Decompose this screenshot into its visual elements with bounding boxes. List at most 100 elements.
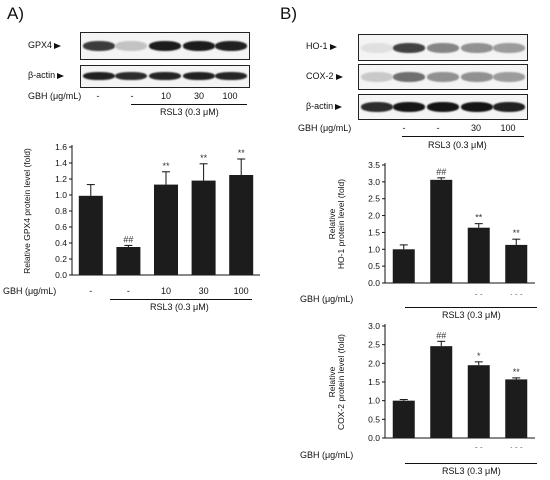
blot-band [83, 41, 115, 51]
blot-band [493, 43, 525, 53]
y-tick-label: 0.5 [368, 414, 380, 424]
actin-label-a: β-actin [28, 70, 56, 80]
bar [191, 180, 216, 275]
bar [78, 195, 103, 275]
cox2-bar-chart: 0.0 0.5 1.0 1.5 2.0 2.5 3.0 - ## - * 30 ** 100 Relativ… [327, 321, 535, 448]
significance-mark: ** [162, 161, 170, 171]
bar [430, 179, 453, 283]
gbh-dose-label-chart-b2: GBH (μg/mL) [300, 450, 354, 460]
y-tick-label: 0.0 [368, 433, 380, 443]
bar [392, 400, 415, 438]
significance-mark: ## [123, 234, 133, 244]
category-label: 30 [474, 446, 484, 448]
y-tick-label: 2.0 [368, 358, 380, 368]
ho1-blot-strip [358, 34, 528, 61]
y-tick-label: 1.0 [368, 396, 380, 406]
bar [467, 227, 490, 283]
y-tick-label: 0.5 [368, 261, 380, 271]
category-label: 10 [161, 286, 171, 296]
y-tick-label: 1.6 [55, 142, 67, 152]
arrow-right-icon [335, 103, 343, 110]
actin-band-label-b: β-actin [306, 101, 343, 111]
y-tick-label: 0.2 [55, 254, 67, 264]
dose-label: 100 [222, 91, 238, 101]
category-label: - [402, 293, 405, 295]
rsl3-label-chart-a: RSL3 (0.3 μM) [150, 302, 209, 312]
blot-band [461, 102, 493, 112]
gpx4-band-label: GPX4 [28, 40, 62, 50]
dose-label: 10 [160, 91, 171, 101]
y-tick-label: 0.0 [368, 278, 380, 288]
significance-mark: ## [436, 330, 446, 340]
rsl3-underline-chart-a [110, 299, 252, 300]
blot-band [493, 72, 525, 82]
actin-blot-strip-a [80, 65, 250, 88]
y-tick-label: 0.8 [55, 206, 67, 216]
panel-a-letter: A) [7, 4, 24, 23]
ho1-label: HO-1 [306, 41, 328, 51]
blot-band [493, 102, 525, 112]
blot-band [115, 72, 147, 80]
significance-mark: * [477, 351, 481, 361]
y-axis-label-line2: HO-1 protein level (fold) [336, 179, 346, 269]
y-tick-label: 2.0 [368, 211, 380, 221]
dose-label: 30 [470, 123, 481, 133]
rsl3-label-blot-b: RSL3 (0.3 μM) [428, 140, 487, 150]
arrow-right-icon [54, 42, 62, 49]
blot-band [393, 72, 425, 82]
actin-blot-strip-b [358, 94, 528, 120]
y-axis-label-line1: Relative [327, 366, 337, 397]
cox2-blot-strip [358, 64, 528, 90]
blot-band [461, 72, 493, 82]
arrow-right-icon [329, 43, 337, 50]
bar [116, 247, 141, 275]
y-tick-label: 1.4 [55, 158, 67, 168]
blot-band [183, 72, 215, 80]
rsl3-underline-chart-b1 [405, 307, 537, 308]
bar [467, 365, 490, 438]
bar [430, 346, 453, 438]
gpx4-blot-strip [80, 32, 250, 60]
category-label: 30 [199, 286, 209, 296]
y-tick-label: 0.6 [55, 222, 67, 232]
rsl3-underline-chart-b2 [405, 463, 537, 464]
y-tick-label: 1.0 [368, 244, 380, 254]
gbh-dose-label-b: GBH (μg/mL) [298, 123, 352, 133]
blot-band [361, 43, 393, 53]
blot-band [215, 72, 247, 80]
bar [505, 244, 528, 283]
y-tick-label: 0.0 [55, 270, 67, 280]
dose-label: - [130, 91, 134, 101]
category-label: - [402, 446, 405, 448]
blot-band [149, 41, 181, 51]
bar [229, 175, 254, 275]
significance-mark: ** [475, 213, 483, 223]
rsl3-label-chart-b2: RSL3 (0.3 μM) [442, 466, 501, 476]
significance-mark: ** [513, 367, 521, 377]
gpx4-label: GPX4 [28, 40, 53, 50]
blot-band [115, 41, 147, 51]
blot-band [149, 72, 181, 80]
category-label: - [89, 286, 92, 296]
y-tick-label: 2.5 [368, 194, 380, 204]
y-tick-label: 1.5 [368, 227, 380, 237]
category-label: - [440, 446, 443, 448]
category-label: 100 [509, 293, 524, 295]
arrow-right-icon [335, 73, 343, 80]
rsl3-underline-blot-b [402, 136, 524, 137]
y-tick-label: 1.0 [55, 190, 67, 200]
y-tick-label: 2.5 [368, 340, 380, 350]
y-tick-label: 0.4 [55, 238, 67, 248]
blot-band [427, 102, 459, 112]
actin-label-b: β-actin [306, 101, 334, 111]
blot-band [183, 41, 215, 51]
dose-label: - [402, 123, 406, 133]
significance-mark: ## [436, 167, 446, 177]
y-tick-label: 3.0 [368, 177, 380, 187]
significance-mark: ** [200, 153, 208, 163]
blot-band [361, 72, 393, 82]
bar [505, 379, 528, 438]
category-label: 100 [234, 286, 249, 296]
blot-band [361, 102, 393, 112]
significance-mark: ** [238, 148, 246, 158]
